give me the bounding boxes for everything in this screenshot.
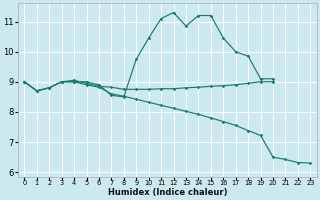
X-axis label: Humidex (Indice chaleur): Humidex (Indice chaleur) — [108, 188, 227, 197]
